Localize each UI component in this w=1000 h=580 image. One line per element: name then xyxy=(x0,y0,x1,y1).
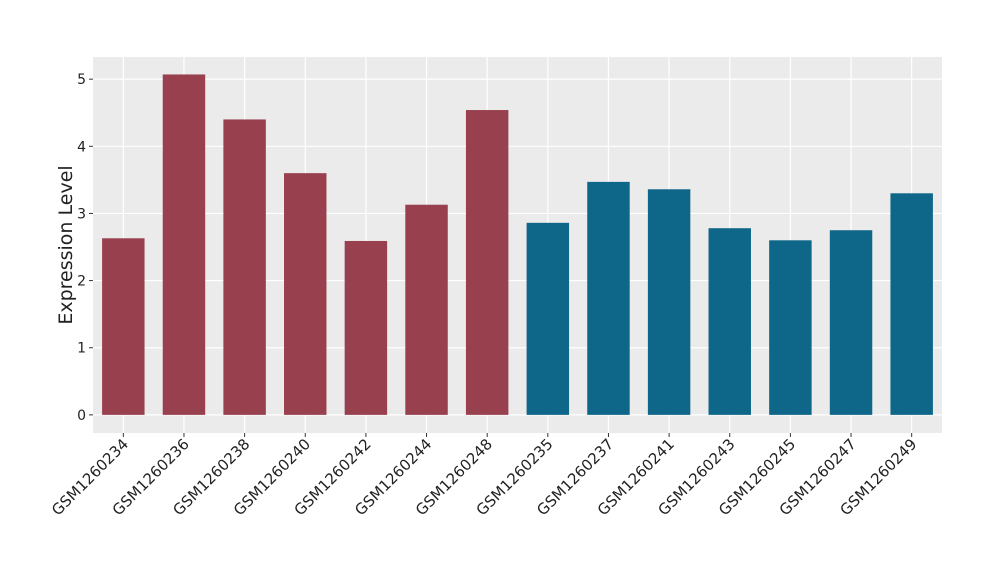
bar xyxy=(708,228,751,415)
bar xyxy=(405,204,448,415)
y-axis-title: Expression Level xyxy=(55,165,77,324)
bar xyxy=(344,240,388,415)
bar xyxy=(890,193,933,415)
y-tick-label: 2 xyxy=(77,274,86,290)
bar xyxy=(769,240,812,415)
bar xyxy=(647,189,691,415)
bar xyxy=(526,222,570,415)
panel xyxy=(93,57,942,433)
bar xyxy=(829,230,873,415)
y-tick-label: 3 xyxy=(77,206,86,222)
y-tick-label: 4 xyxy=(77,139,86,155)
y-tick-label: 0 xyxy=(77,408,86,424)
y-tick-label: 5 xyxy=(77,72,86,88)
bar xyxy=(587,181,630,415)
bar xyxy=(284,173,327,415)
bar xyxy=(223,119,266,415)
bar xyxy=(162,74,206,415)
bar xyxy=(102,238,145,415)
bar xyxy=(465,110,509,415)
y-tick-label: 1 xyxy=(77,341,86,357)
